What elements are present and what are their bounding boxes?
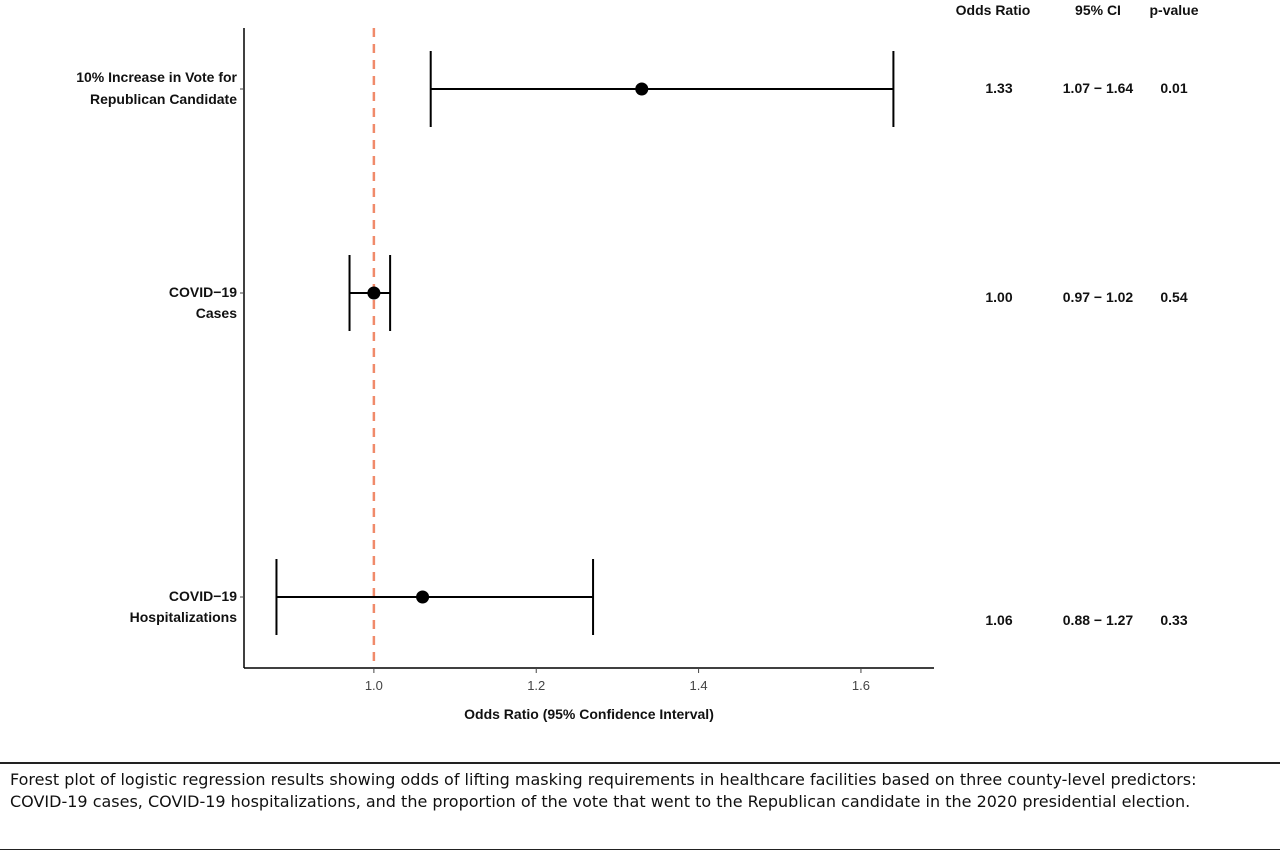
x-tick-label: 1.2: [527, 678, 545, 693]
table-ci-value: 0.88 − 1.27: [1063, 612, 1134, 628]
row-label: Cases: [196, 305, 237, 321]
table-header: Odds Ratio: [956, 2, 1031, 18]
figure-caption: Forest plot of logistic regression resul…: [10, 770, 1197, 811]
odds-ratio-point: [635, 82, 649, 96]
x-axis-title: Odds Ratio (95% Confidence Interval): [464, 706, 714, 722]
odds-ratio-point: [367, 286, 381, 300]
table-ci-value: 0.97 − 1.02: [1063, 289, 1134, 305]
table-or-value: 1.00: [985, 289, 1012, 305]
x-tick-label: 1.6: [852, 678, 870, 693]
row-label: 10% Increase in Vote for: [76, 69, 237, 85]
caption-bottom-rule: [0, 849, 1280, 850]
row-label: COVID−19: [169, 284, 237, 300]
forest-plot: 1.0 1.2 1.4 1.6 10% Increase in Vote for Rep…: [76, 2, 1199, 722]
odds-ratio-point: [416, 590, 430, 604]
caption-top-rule: [0, 762, 1280, 764]
table-or-value: 1.06: [985, 612, 1012, 628]
table-p-value: 0.33: [1160, 612, 1187, 628]
row-label: Republican Candidate: [90, 91, 237, 107]
x-tick-label: 1.0: [365, 678, 383, 693]
table-header: p-value: [1149, 2, 1198, 18]
table-ci-value: 1.07 − 1.64: [1063, 80, 1134, 96]
x-tick-label: 1.4: [690, 678, 708, 693]
table-header: 95% CI: [1075, 2, 1121, 18]
row-label: COVID−19: [169, 588, 237, 604]
row-label: Hospitalizations: [130, 609, 238, 625]
table-p-value: 0.54: [1160, 289, 1187, 305]
table-or-value: 1.33: [985, 80, 1012, 96]
table-p-value: 0.01: [1160, 80, 1187, 96]
